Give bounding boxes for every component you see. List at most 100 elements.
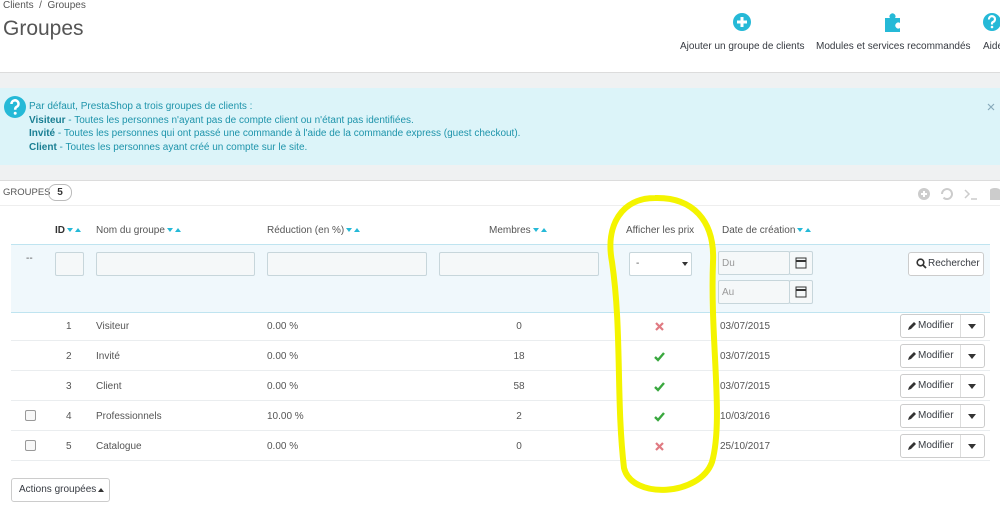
breadcrumb-link[interactable]: Clients [3,0,34,11]
filter-reset: -- [26,253,33,264]
column-header[interactable]: Nom du groupe [96,225,181,236]
cell-date: 03/07/2015 [720,321,771,332]
cell-id: 5 [66,441,72,452]
icon-check [654,352,665,362]
edit-label: Modifier [918,320,954,331]
edit-button[interactable]: Modifier [900,314,985,338]
alert-line: Visiteur - Toutes les personnes n'ayant … [29,115,414,126]
cell-name: Professionnels [96,411,162,422]
cell-date: 03/07/2015 [720,381,771,392]
cell-name: Visiteur [96,321,130,332]
cell-name: Client [96,381,122,392]
groups-panel: GROUPES 5 ID Nom du groupe Réduction (en %… [0,180,1000,517]
sort-arrow[interactable] [354,228,361,233]
sort-arrow[interactable] [67,228,73,233]
table-row: 3 Client 0.00 % 58 03/07/2015 Modifier [11,371,990,401]
header-action[interactable]: Aide [983,41,1000,52]
cell-reduction: 0.00 % [267,441,299,452]
sort-arrow[interactable] [346,228,353,233]
dropdown-caret[interactable] [968,324,976,329]
filter-select[interactable]: - [629,252,692,276]
calendar-button[interactable] [789,251,813,275]
column-label: ID [55,225,65,236]
row-checkbox[interactable] [25,410,36,421]
sort-arrow[interactable] [166,228,173,233]
help-icon[interactable] [982,12,1000,32]
cell-id: 2 [66,351,72,362]
pencil-icon [908,352,916,360]
cell-members: 2 [516,411,522,422]
icon-cross [655,322,664,331]
dropdown-caret[interactable] [968,354,976,359]
column-header[interactable]: ID [55,225,81,236]
modules-icon[interactable] [882,11,904,33]
edit-label: Modifier [918,350,954,361]
panel-title: GROUPES [3,187,51,198]
icon-cross [655,442,664,451]
dropdown-divider [960,405,961,427]
calendar-button[interactable] [789,280,813,304]
cell-date: 03/07/2015 [720,351,771,362]
filter-date-to[interactable]: Au [718,280,790,304]
alert-line: Client - Toutes les personnes ayant créé… [29,142,307,153]
sort-arrow[interactable] [797,228,804,233]
edit-button[interactable]: Modifier [900,434,985,458]
icon-check [654,382,665,392]
column-header[interactable]: Membres [489,225,547,236]
table-row: 4 Professionnels 10.00 % 2 10/03/2016 Modifie… [11,401,990,431]
add-icon[interactable] [732,12,752,32]
column-header[interactable]: Réduction (en %) [267,225,361,236]
edit-button[interactable]: Modifier [900,344,985,368]
cell-reduction: 0.00 % [267,381,299,392]
edit-label: Modifier [918,440,954,451]
search-label: Rechercher [928,258,980,269]
alert-close[interactable] [987,103,995,111]
header-action[interactable]: Ajouter un groupe de clients [680,41,805,52]
cell-id: 3 [66,381,72,392]
cell-members: 18 [513,351,525,362]
cell-members: 0 [516,321,522,332]
alert-intro: Par défaut, PrestaShop a trois groupes d… [29,101,253,112]
dropdown-divider [960,345,961,367]
edit-button[interactable]: Modifier [900,404,985,428]
cell-date: 10/03/2016 [720,411,771,422]
dropdown-caret[interactable] [968,414,976,419]
sort-arrow[interactable] [174,228,181,233]
column-header[interactable]: Afficher les prix [626,225,694,236]
header-action[interactable]: Modules et services recommandés [816,41,971,52]
sort-arrow[interactable] [75,228,81,233]
search-button[interactable]: Rechercher [908,252,984,276]
sort-arrow[interactable] [540,228,547,233]
pencil-icon [908,322,916,330]
dropdown-divider [960,315,961,337]
sort-arrow[interactable] [532,228,539,233]
cell-id: 4 [66,411,72,422]
placeholder: Du [722,258,735,269]
filter-members[interactable] [439,252,599,276]
filter-id[interactable] [55,252,84,276]
cell-reduction: 10.00 % [267,411,304,422]
select-value: - [636,258,640,269]
dropdown-divider [960,375,961,397]
panel-toolbar[interactable] [915,185,1000,203]
table-row: 5 Catalogue 0.00 % 0 25/10/2017 Modifier [11,431,990,461]
column-header[interactable]: Date de création [722,225,812,236]
edit-button[interactable]: Modifier [900,374,985,398]
dropdown-caret[interactable] [968,444,976,449]
breadcrumb-current: Groupes [47,0,86,11]
bulk-actions-button[interactable]: Actions groupées [11,478,110,502]
column-label: Membres [489,225,531,236]
filter-date-from[interactable]: Du [718,251,790,275]
filter-name[interactable] [96,252,255,276]
cell-name: Catalogue [96,441,142,452]
dropdown-caret[interactable] [968,384,976,389]
row-checkbox[interactable] [25,440,36,451]
alert-group: Client [29,142,57,153]
table-row: 2 Invité 0.00 % 18 03/07/2015 Modifier [11,341,990,371]
sort-arrow[interactable] [805,228,812,233]
caret [98,488,104,492]
select-caret [682,262,688,266]
filter-reduction[interactable] [267,252,427,276]
